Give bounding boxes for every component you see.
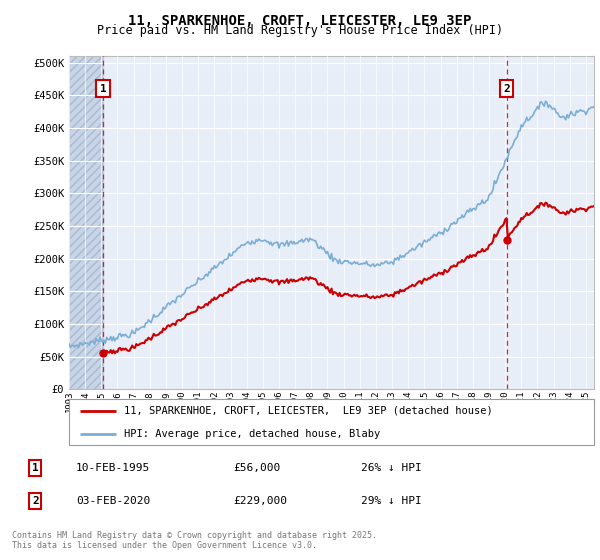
Text: 29% ↓ HPI: 29% ↓ HPI xyxy=(361,496,422,506)
Text: 2: 2 xyxy=(32,496,38,506)
Text: £229,000: £229,000 xyxy=(233,496,287,506)
Text: 11, SPARKENHOE, CROFT, LEICESTER, LE9 3EP: 11, SPARKENHOE, CROFT, LEICESTER, LE9 3E… xyxy=(128,14,472,28)
Text: 11, SPARKENHOE, CROFT, LEICESTER,  LE9 3EP (detached house): 11, SPARKENHOE, CROFT, LEICESTER, LE9 3E… xyxy=(124,406,493,416)
Text: 03-FEB-2020: 03-FEB-2020 xyxy=(76,496,150,506)
Text: 10-FEB-1995: 10-FEB-1995 xyxy=(76,463,150,473)
Text: £56,000: £56,000 xyxy=(233,463,280,473)
Text: 2: 2 xyxy=(503,83,510,94)
Text: 1: 1 xyxy=(100,83,106,94)
Text: HPI: Average price, detached house, Blaby: HPI: Average price, detached house, Blab… xyxy=(124,429,380,438)
Text: 1: 1 xyxy=(32,463,38,473)
Text: Contains HM Land Registry data © Crown copyright and database right 2025.
This d: Contains HM Land Registry data © Crown c… xyxy=(12,530,377,550)
Text: Price paid vs. HM Land Registry's House Price Index (HPI): Price paid vs. HM Land Registry's House … xyxy=(97,24,503,37)
Text: 26% ↓ HPI: 26% ↓ HPI xyxy=(361,463,422,473)
FancyBboxPatch shape xyxy=(69,399,594,445)
